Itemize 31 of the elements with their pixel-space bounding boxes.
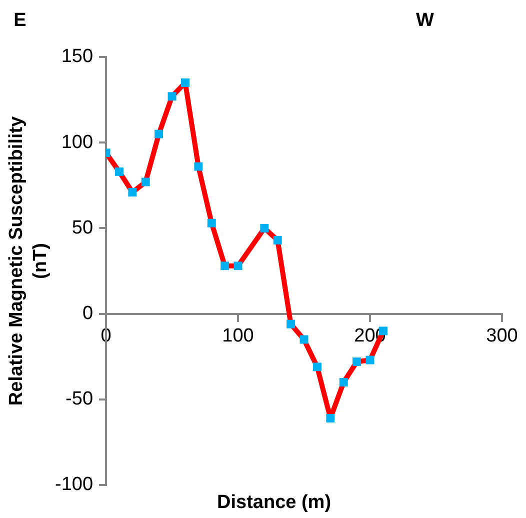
point: [180, 78, 190, 87]
point: [141, 178, 150, 186]
point: [114, 167, 124, 176]
point: [260, 224, 269, 232]
point: [168, 92, 176, 101]
y-tick-label: 0: [82, 303, 94, 324]
y-tick-label: 100: [61, 132, 94, 153]
text: E: [14, 10, 26, 31]
y-tick-label: -50: [66, 388, 94, 410]
point: [326, 414, 335, 422]
y-tick-label: 150: [61, 46, 94, 68]
y-tick-label: -100: [54, 474, 94, 496]
point: [154, 130, 164, 138]
text: W: [416, 10, 434, 31]
point: [366, 356, 374, 364]
y-tick-label: 50: [72, 217, 94, 238]
x-tick-label: 100: [222, 325, 254, 346]
point: [207, 218, 216, 228]
point: [128, 188, 137, 196]
point: [352, 357, 362, 366]
point: [234, 262, 242, 270]
point: [339, 378, 348, 387]
point: [220, 262, 230, 270]
point: [300, 335, 308, 344]
point: [273, 236, 282, 244]
point: [312, 362, 322, 372]
x-tick-label: 300: [486, 325, 518, 346]
x-axis-title: Distance (m): [217, 492, 332, 513]
point: [194, 162, 203, 171]
point: [286, 320, 296, 328]
y-axis-title: Relative Magnetic Susceptibility (nT): [6, 116, 51, 406]
